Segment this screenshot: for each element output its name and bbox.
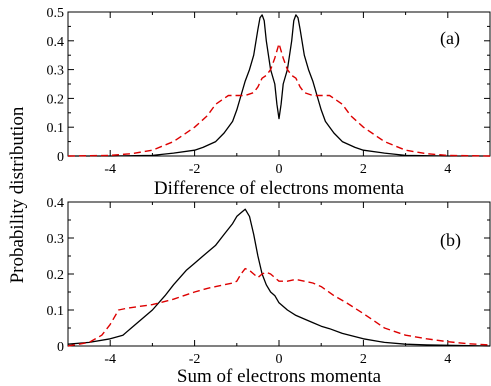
panel-b-y-tick-label: 0.1: [47, 304, 65, 319]
panel-b-label: (b): [440, 230, 461, 251]
panel-a-label: (a): [440, 28, 460, 49]
panel-b: -4 -2 0 2 4 0 0.1 0.2 0.3 0.4 (b) Sum of electron…: [47, 196, 491, 386]
panel-b-x-axis-label: Sum of electrons momenta: [177, 366, 382, 386]
panel-b-frame: [67, 201, 491, 347]
panel-b-y-tick-label: 0.2: [47, 268, 65, 283]
panel-b-x-tick-label: -2: [189, 352, 201, 367]
panel-a-series-solid-line: [68, 14, 490, 157]
panel-a-y-tick-label: 0.2: [47, 92, 65, 107]
panel-b-x-tick-label: 0: [276, 352, 283, 367]
panel-b-x-tick-label: 4: [444, 352, 451, 367]
panel-a-x-tick-label: -2: [189, 162, 201, 177]
panel-b-y-tick-label: 0: [57, 340, 64, 355]
panel-b-series-dashed-line: [67, 267, 491, 347]
panel-a: -4 -2 0 2 4 0 0.1 0.2 0.3 0.4 0.5 (a) Difference o…: [47, 6, 491, 199]
panel-a-x-tick-label: 2: [360, 162, 367, 177]
panel-b-x-tick-label: -4: [104, 352, 116, 367]
shared-y-axis-label: Probability distribution: [7, 106, 28, 283]
panel-b-x-tick-label: 2: [360, 352, 367, 367]
panel-b-lines: [67, 208, 491, 347]
panel-a-ticks: -4 -2 0 2 4 0 0.1 0.2 0.3 0.4 0.5: [47, 6, 491, 177]
panel-a-x-tick-label: -4: [104, 162, 116, 177]
panel-a-x-tick-label: 4: [444, 162, 451, 177]
panel-a-frame: [67, 11, 491, 157]
panel-a-y-tick-label: 0.4: [47, 35, 65, 50]
panel-a-y-tick-label: 0: [57, 150, 64, 165]
panel-a-y-tick-label: 0.5: [47, 6, 65, 21]
panel-b-ticks: -4 -2 0 2 4 0 0.1 0.2 0.3 0.4: [47, 196, 491, 367]
panel-a-x-axis-label: Difference of electrons momenta: [154, 178, 405, 199]
panel-b-y-tick-label: 0.3: [47, 232, 65, 247]
panel-a-x-tick-label: 0: [276, 162, 283, 177]
panel-a-series-dashed-line: [67, 43, 491, 157]
panel-a-y-tick-label: 0.1: [47, 121, 65, 136]
panel-a-y-tick-label: 0.3: [47, 64, 65, 79]
panel-b-series-solid-line: [67, 208, 491, 347]
panel-a-lines: [67, 14, 491, 157]
panel-b-y-tick-label: 0.4: [47, 196, 65, 211]
